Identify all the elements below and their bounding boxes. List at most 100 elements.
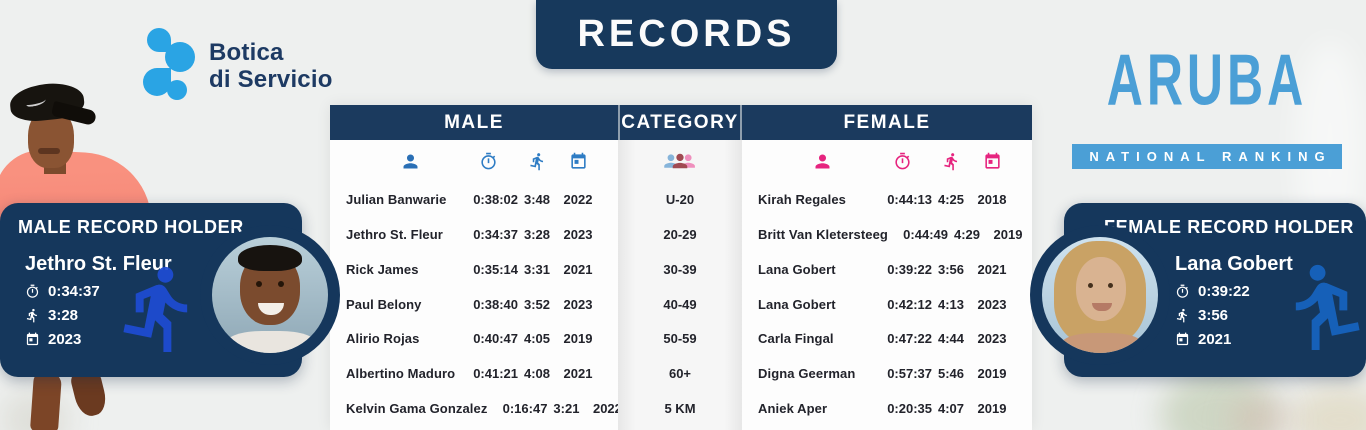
- runner-silhouette-icon: [123, 266, 188, 352]
- record-pace: 3:52: [523, 296, 551, 312]
- record-year: 2019: [977, 366, 1007, 382]
- runner-icon: [528, 152, 547, 171]
- background-foliage-blur: [1230, 395, 1290, 430]
- category-label: 60+: [668, 366, 692, 382]
- record-year: 2022: [563, 191, 593, 207]
- athlete-name: Aniek Aper: [758, 401, 828, 417]
- female-record-holder-card: FEMALE RECORD HOLDER Lana Gobert 0:39:22…: [1030, 203, 1366, 377]
- record-time: 0:38:40: [473, 296, 518, 312]
- botica-logo-text: Botica di Servicio: [209, 39, 333, 93]
- male-icon-row: [330, 140, 618, 182]
- record-year: 2018: [977, 191, 1007, 207]
- male-record-holder-photo: [212, 237, 328, 353]
- aruba-national-ranking: ARUBA NATIONAL RANKING: [1072, 38, 1342, 169]
- record-year: 2019: [993, 226, 1023, 242]
- runner-leg: [29, 371, 63, 430]
- records-title: RECORDS: [577, 13, 796, 55]
- athlete-name: Kelvin Gama Gonzalez: [346, 401, 488, 417]
- category-row: 60+: [618, 356, 742, 391]
- category-label: 30-39: [663, 261, 697, 277]
- male-card-title: MALE RECORD HOLDER: [18, 217, 244, 237]
- record-year: 2022: [592, 401, 622, 417]
- record-pace: 5:46: [937, 366, 965, 382]
- national-ranking-bar: NATIONAL RANKING: [1072, 144, 1342, 169]
- category-label: 40-49: [663, 296, 697, 312]
- record-year: 2021: [563, 261, 593, 277]
- record-year: 2019: [977, 401, 1007, 417]
- athlete-name: Jethro St. Fleur: [346, 226, 443, 242]
- category-label: 50-59: [663, 331, 697, 347]
- record-pace: 3:56: [937, 261, 965, 277]
- category-column: CATEGORY U-20 20-29 30-39 40-49 50-59 60+ 5 KM: [618, 105, 742, 430]
- record-year-stat: 2021: [1175, 331, 1250, 348]
- botica-logo-icon: [143, 28, 197, 102]
- record-time: 0:44:13: [887, 191, 932, 207]
- record-pace: 3:48: [523, 191, 551, 207]
- record-year: 2023: [563, 226, 593, 242]
- person-icon: [400, 151, 421, 172]
- record-year: 2019: [563, 331, 593, 347]
- record-pace: 3:31: [523, 261, 551, 277]
- female-record-row: Britt Van Kletersteeg 0:44:49 4:29 2019: [742, 217, 1032, 252]
- stopwatch-icon: [479, 152, 498, 171]
- athlete-name: Rick James: [346, 261, 419, 277]
- male-record-row: Julian Banwarie 0:38:02 3:48 2022: [330, 182, 618, 217]
- botica-di-servicio-logo: Botica di Servicio: [143, 28, 333, 102]
- background-foliage-blur: [1290, 385, 1366, 430]
- female-record-row: Kirah Regales 0:44:13 4:25 2018: [742, 182, 1032, 217]
- athlete-name: Britt Van Kletersteeg: [758, 226, 888, 242]
- male-record-row: Albertino Maduro 0:41:21 4:08 2021: [330, 356, 618, 391]
- athlete-name: Paul Belony: [346, 296, 422, 312]
- calendar-icon: [26, 332, 39, 346]
- runner-icon: [26, 308, 37, 323]
- record-pace: 4:08: [523, 366, 551, 382]
- category-row: U-20: [618, 182, 742, 217]
- female-record-row: Lana Gobert 0:42:12 4:13 2023: [742, 287, 1032, 322]
- male-record-row: Rick James 0:35:14 3:31 2021: [330, 252, 618, 287]
- record-time: 0:35:14: [473, 261, 518, 277]
- record-year: 2021: [977, 261, 1007, 277]
- stopwatch-icon: [1176, 284, 1189, 298]
- record-pace: 4:44: [937, 331, 965, 347]
- record-pace: 3:28: [523, 226, 551, 242]
- calendar-icon: [983, 152, 1002, 171]
- background-foliage-blur: [1160, 370, 1280, 430]
- athlete-name: Lana Gobert: [758, 261, 836, 277]
- athlete-name: Digna Geerman: [758, 366, 856, 382]
- record-pace: 3:21: [553, 401, 580, 417]
- record-time-stat: 0:34:37: [25, 283, 100, 300]
- record-time: 0:40:47: [473, 331, 518, 347]
- person-icon: [812, 151, 833, 172]
- records-banner: RECORDS: [536, 0, 837, 69]
- record-pace: 4:05: [523, 331, 551, 347]
- male-record-row: Jethro St. Fleur 0:34:37 3:28 2023: [330, 217, 618, 252]
- female-record-row: Carla Fingal 0:47:22 4:44 2023: [742, 321, 1032, 356]
- record-year: 2023: [977, 296, 1007, 312]
- male-column: MALE Julian Banwarie 0:38:02 3:48 2022 Jethr…: [330, 105, 622, 430]
- record-time: 0:34:37: [473, 226, 518, 242]
- female-icon-row: [742, 140, 1032, 182]
- category-row: 20-29: [618, 217, 742, 252]
- athlete-name: Julian Banwarie: [346, 191, 447, 207]
- runner-silhouette-icon: [1295, 264, 1360, 350]
- record-pace-stat: 3:28: [25, 307, 100, 324]
- athlete-name: Albertino Maduro: [346, 366, 456, 382]
- athlete-name: Kirah Regales: [758, 191, 847, 207]
- category-row: 50-59: [618, 321, 742, 356]
- male-header: MALE: [330, 105, 618, 140]
- records-table: MALE Julian Banwarie 0:38:02 3:48 2022 Jethr…: [330, 105, 1032, 430]
- record-pace: 4:07: [937, 401, 965, 417]
- people-group-icon: [618, 140, 742, 182]
- record-year: 2023: [977, 331, 1007, 347]
- record-time: 0:41:21: [473, 366, 518, 382]
- category-row: 5 KM: [618, 391, 742, 426]
- female-card-title: FEMALE RECORD HOLDER: [1104, 217, 1354, 237]
- stopwatch-icon: [26, 284, 39, 298]
- record-time-stat: 0:39:22: [1175, 283, 1250, 300]
- male-record-row: Kelvin Gama Gonzalez 0:16:47 3:21 2022: [330, 391, 622, 426]
- record-pace: 4:25: [937, 191, 965, 207]
- runner-icon: [942, 152, 961, 171]
- record-pace-stat: 3:56: [1175, 307, 1250, 324]
- female-header: FEMALE: [742, 105, 1032, 140]
- record-time: 0:42:12: [887, 296, 932, 312]
